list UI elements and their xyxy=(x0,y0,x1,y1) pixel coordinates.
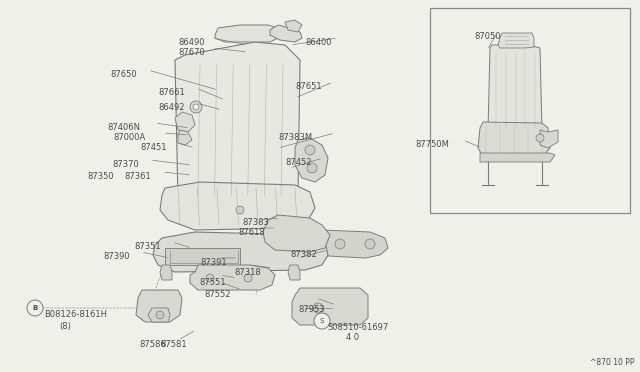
Text: 87350: 87350 xyxy=(87,172,114,181)
Polygon shape xyxy=(165,248,240,265)
Polygon shape xyxy=(498,33,534,48)
Circle shape xyxy=(193,104,199,110)
Text: 87618: 87618 xyxy=(238,228,265,237)
Text: B08126-8161H: B08126-8161H xyxy=(44,310,107,319)
Polygon shape xyxy=(160,265,172,280)
Text: 87670: 87670 xyxy=(178,48,205,57)
Circle shape xyxy=(314,313,330,329)
Text: 87383M: 87383M xyxy=(278,133,312,142)
Text: 87370: 87370 xyxy=(112,160,139,169)
Text: 87661: 87661 xyxy=(158,88,185,97)
Text: 87551: 87551 xyxy=(199,278,225,287)
Polygon shape xyxy=(160,182,315,230)
Polygon shape xyxy=(478,122,550,155)
Text: 87650: 87650 xyxy=(110,70,136,79)
Text: 87552: 87552 xyxy=(204,290,230,299)
Polygon shape xyxy=(270,25,302,42)
Text: 87581: 87581 xyxy=(160,340,187,349)
Text: 87391: 87391 xyxy=(200,258,227,267)
Polygon shape xyxy=(215,25,278,42)
Polygon shape xyxy=(295,138,328,182)
Text: 87318: 87318 xyxy=(234,268,260,277)
Text: 87390: 87390 xyxy=(103,252,130,261)
Text: 87382: 87382 xyxy=(290,250,317,259)
Text: 86492: 86492 xyxy=(158,103,184,112)
Text: 87750M: 87750M xyxy=(415,140,449,149)
Circle shape xyxy=(536,134,544,142)
Polygon shape xyxy=(480,153,555,162)
Circle shape xyxy=(206,274,214,282)
Polygon shape xyxy=(175,112,195,132)
Bar xyxy=(430,8,630,213)
Circle shape xyxy=(335,239,345,249)
Polygon shape xyxy=(190,265,275,290)
Text: 87050: 87050 xyxy=(474,32,500,41)
Text: 86490: 86490 xyxy=(178,38,205,47)
Circle shape xyxy=(365,239,375,249)
Text: 87361: 87361 xyxy=(124,172,151,181)
Circle shape xyxy=(307,163,317,173)
Text: S08510-61697: S08510-61697 xyxy=(327,323,388,332)
Text: (8): (8) xyxy=(59,322,71,331)
Text: 87406N: 87406N xyxy=(107,123,140,132)
Polygon shape xyxy=(178,130,192,145)
Polygon shape xyxy=(288,265,300,280)
Circle shape xyxy=(236,206,244,214)
Circle shape xyxy=(305,145,315,155)
Circle shape xyxy=(244,274,252,282)
Circle shape xyxy=(27,300,43,316)
Polygon shape xyxy=(153,232,328,272)
Text: 87383: 87383 xyxy=(242,218,269,227)
Polygon shape xyxy=(488,44,542,135)
Text: 87351: 87351 xyxy=(134,242,161,251)
Circle shape xyxy=(190,101,202,113)
Polygon shape xyxy=(148,308,170,322)
Polygon shape xyxy=(302,230,388,258)
Text: 87451: 87451 xyxy=(140,143,166,152)
Text: S: S xyxy=(320,318,324,324)
Text: 87953: 87953 xyxy=(298,305,324,314)
Text: 87000A: 87000A xyxy=(113,133,145,142)
Polygon shape xyxy=(263,215,330,252)
Polygon shape xyxy=(540,130,558,148)
Text: 87651: 87651 xyxy=(295,82,322,91)
Polygon shape xyxy=(292,288,368,325)
Text: B: B xyxy=(33,305,38,311)
Text: 86400: 86400 xyxy=(305,38,332,47)
Text: 87586: 87586 xyxy=(139,340,166,349)
Text: 4 0: 4 0 xyxy=(346,333,359,342)
Polygon shape xyxy=(175,42,300,210)
Text: ^870 10 PP: ^870 10 PP xyxy=(591,358,635,367)
Polygon shape xyxy=(285,20,302,32)
Circle shape xyxy=(156,311,164,319)
Text: 87452: 87452 xyxy=(285,158,312,167)
Polygon shape xyxy=(136,290,182,322)
Circle shape xyxy=(313,303,323,313)
